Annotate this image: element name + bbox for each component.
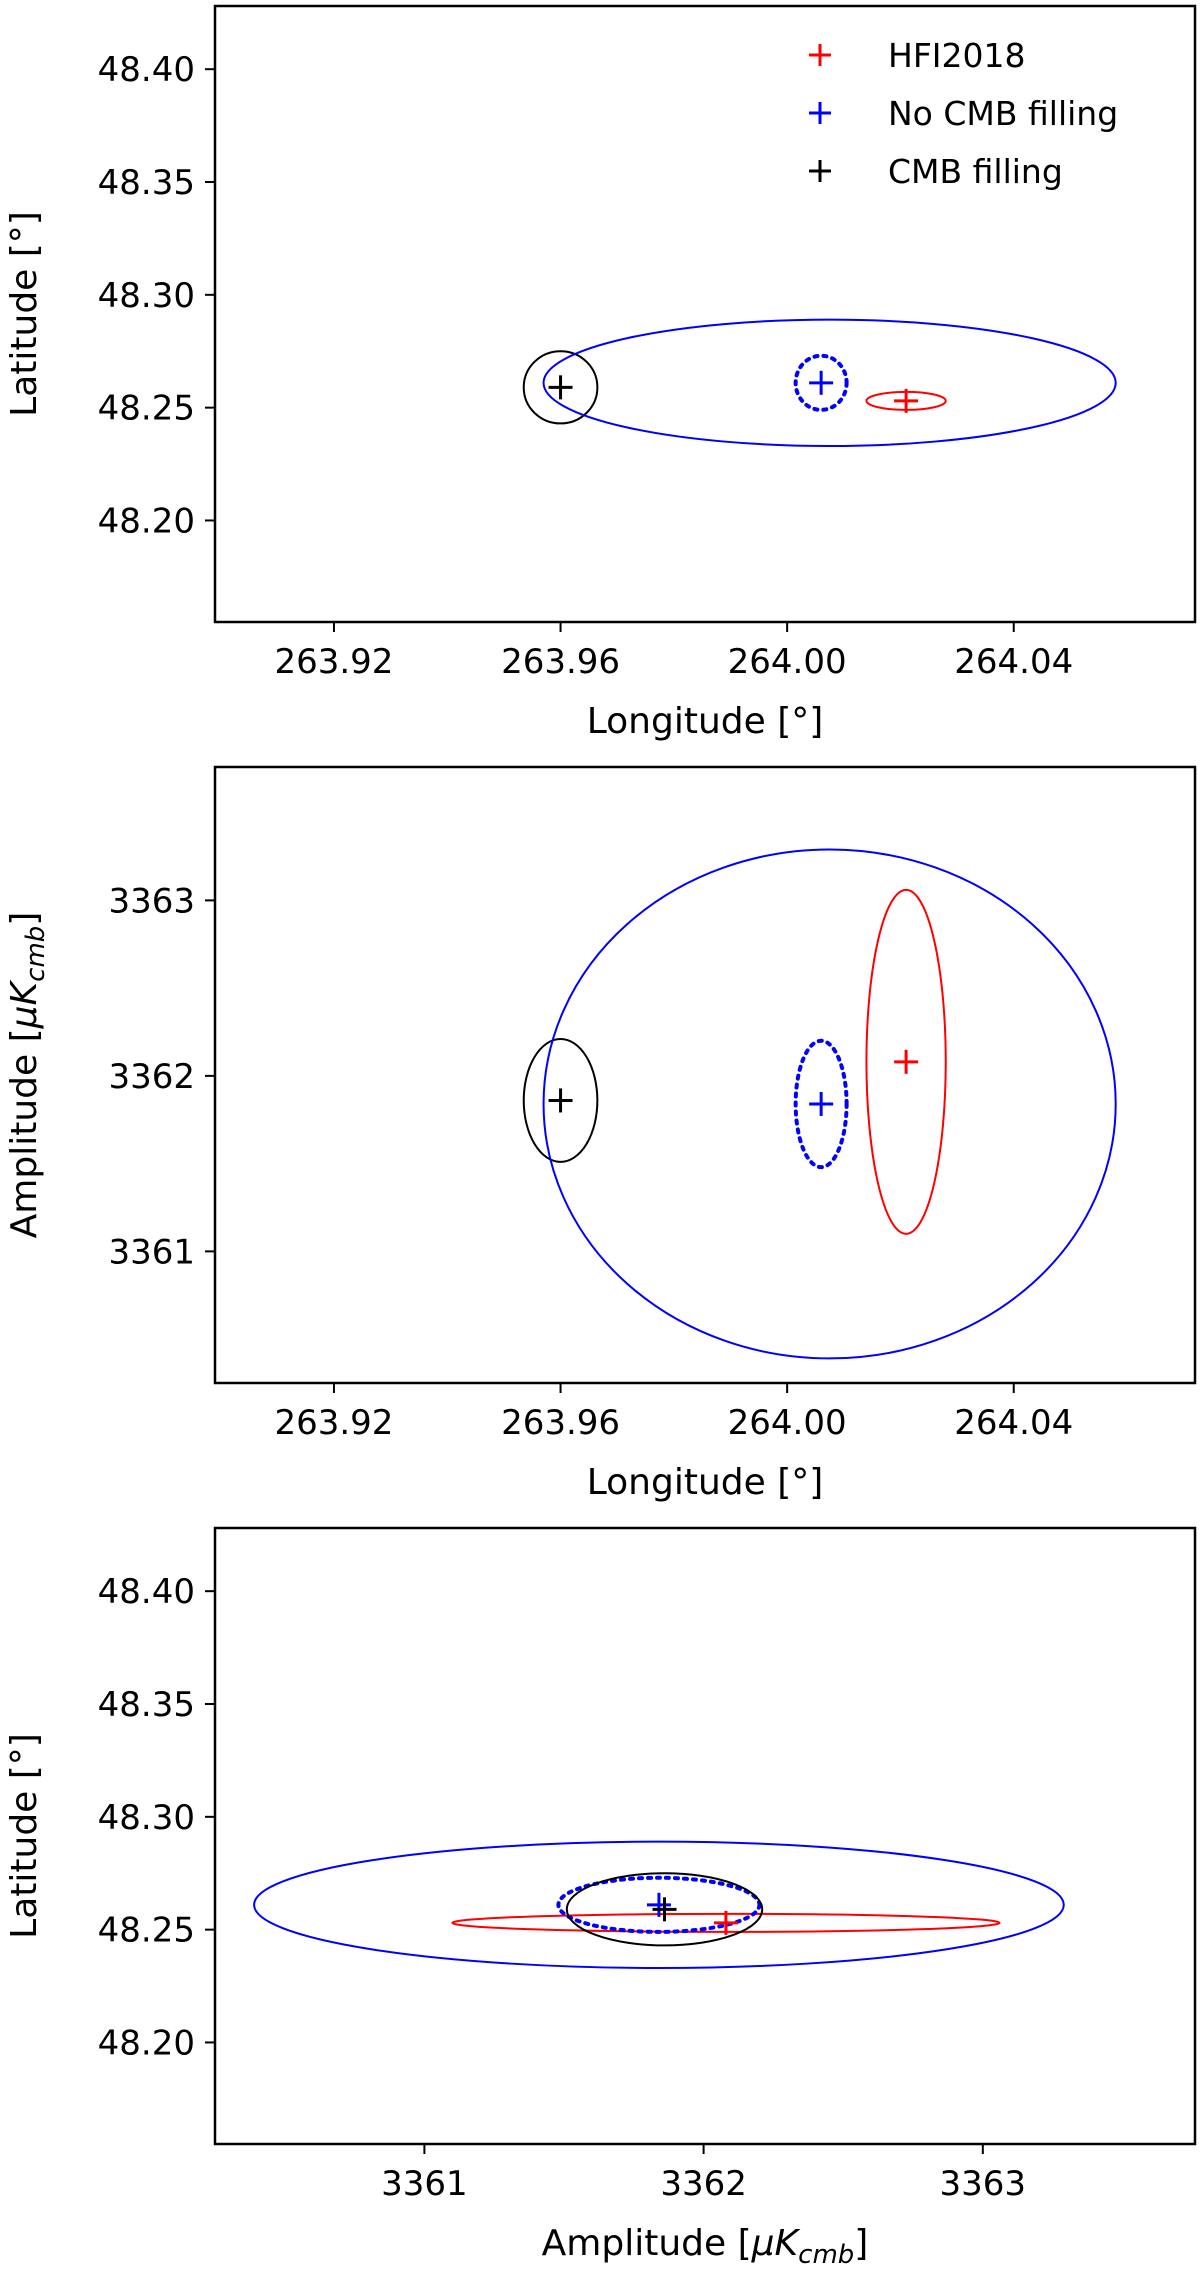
x-tick-label: 3361 [381,2164,468,2204]
y-tick-label: 48.20 [98,2023,195,2063]
x-tick-label: 264.00 [728,642,847,682]
outer-blue-error-ellipse [253,1840,1065,1970]
plot-frame [213,765,1197,1385]
panel-longitude-latitude: 263.92 263.96 264.00 264.04 48.20 48.25 48.30 4… [4,4,1197,742]
plot-frame [213,4,1197,624]
legend: HFI2018 No CMB filling CMB filling [809,36,1118,191]
x-tick-label: 3363 [940,2164,1027,2204]
y-tick-label: 48.35 [98,163,195,203]
y-tick-label: 48.30 [98,1798,195,1838]
x-tick-label: 263.96 [501,642,620,682]
y-axis-label: Latitude [°] [4,211,45,417]
hfi2018-error-ellipse [865,888,947,1235]
x-axis-label: Longitude [°] [587,701,824,742]
x-tick-label: 264.00 [728,1403,847,1443]
panel-longitude-amplitude: 263.92 263.96 264.00 264.04 3361 3362 3363 Long… [4,765,1197,1503]
cmb-filling-marker [652,1897,677,1922]
hfi2018-marker [894,388,919,413]
cmb-filling-error-ellipse [522,350,599,425]
y-tick-label: 48.20 [98,501,195,541]
hfi2018-marker [894,1049,919,1074]
y-tick-label: 48.25 [98,389,195,429]
x-tick-label: 264.04 [954,1403,1073,1443]
plot-frame [213,1526,1197,2146]
x-tick-label: 3362 [660,2164,747,2204]
no-cmb-filling-marker [809,370,834,395]
no-cmb-filling-error-ellipse [793,353,849,412]
y-tick-label: 3361 [108,1232,195,1272]
plot-area [522,848,1117,1360]
y-axis-label: Latitude [°] [4,1733,45,1939]
y-tick-label: 48.25 [98,1911,195,1951]
y-axis-label: Amplitude [μKcmb] [4,912,51,1239]
plot-area [253,1840,1065,1970]
y-tick-label: 48.35 [98,1685,195,1725]
hfi2018-marker [713,1910,738,1935]
y-tick-label: 48.40 [98,1572,195,1612]
x-axis-label: Amplitude [μKcmb] [542,2223,869,2270]
cmb-filling-marker [548,1088,573,1113]
y-tick-label: 3362 [108,1057,195,1097]
no-cmb-filling-error-ellipse [556,1875,762,1934]
y-tick-label: 48.30 [98,276,195,316]
x-axis-label: Longitude [°] [587,1462,824,1503]
cmb-filling-error-ellipse [565,1872,764,1947]
legend-label: CMB filling [888,152,1063,191]
cmb-filling-error-ellipse [522,1038,599,1163]
plot-area [522,318,1117,448]
legend-label: HFI2018 [888,36,1026,75]
no-cmb-filling-error-ellipse [793,1038,849,1170]
x-tick-label: 263.92 [274,1403,393,1443]
outer-blue-error-ellipse [542,318,1117,448]
outer-blue-error-ellipse [542,848,1117,1360]
y-tick-label: 48.40 [98,50,195,90]
no-cmb-filling-marker [646,1892,671,1917]
no-cmb-filling-marker [809,1091,834,1116]
x-tick-label: 263.96 [501,1403,620,1443]
x-tick-label: 264.04 [954,642,1073,682]
panel-amplitude-latitude: 3361 3362 3363 48.20 48.25 48.30 48.35 48.40 Amp… [4,1526,1197,2270]
y-tick-label: 3363 [108,881,195,921]
legend-label: No CMB filling [888,94,1118,133]
cmb-filling-marker [548,375,573,400]
x-tick-label: 263.92 [274,642,393,682]
